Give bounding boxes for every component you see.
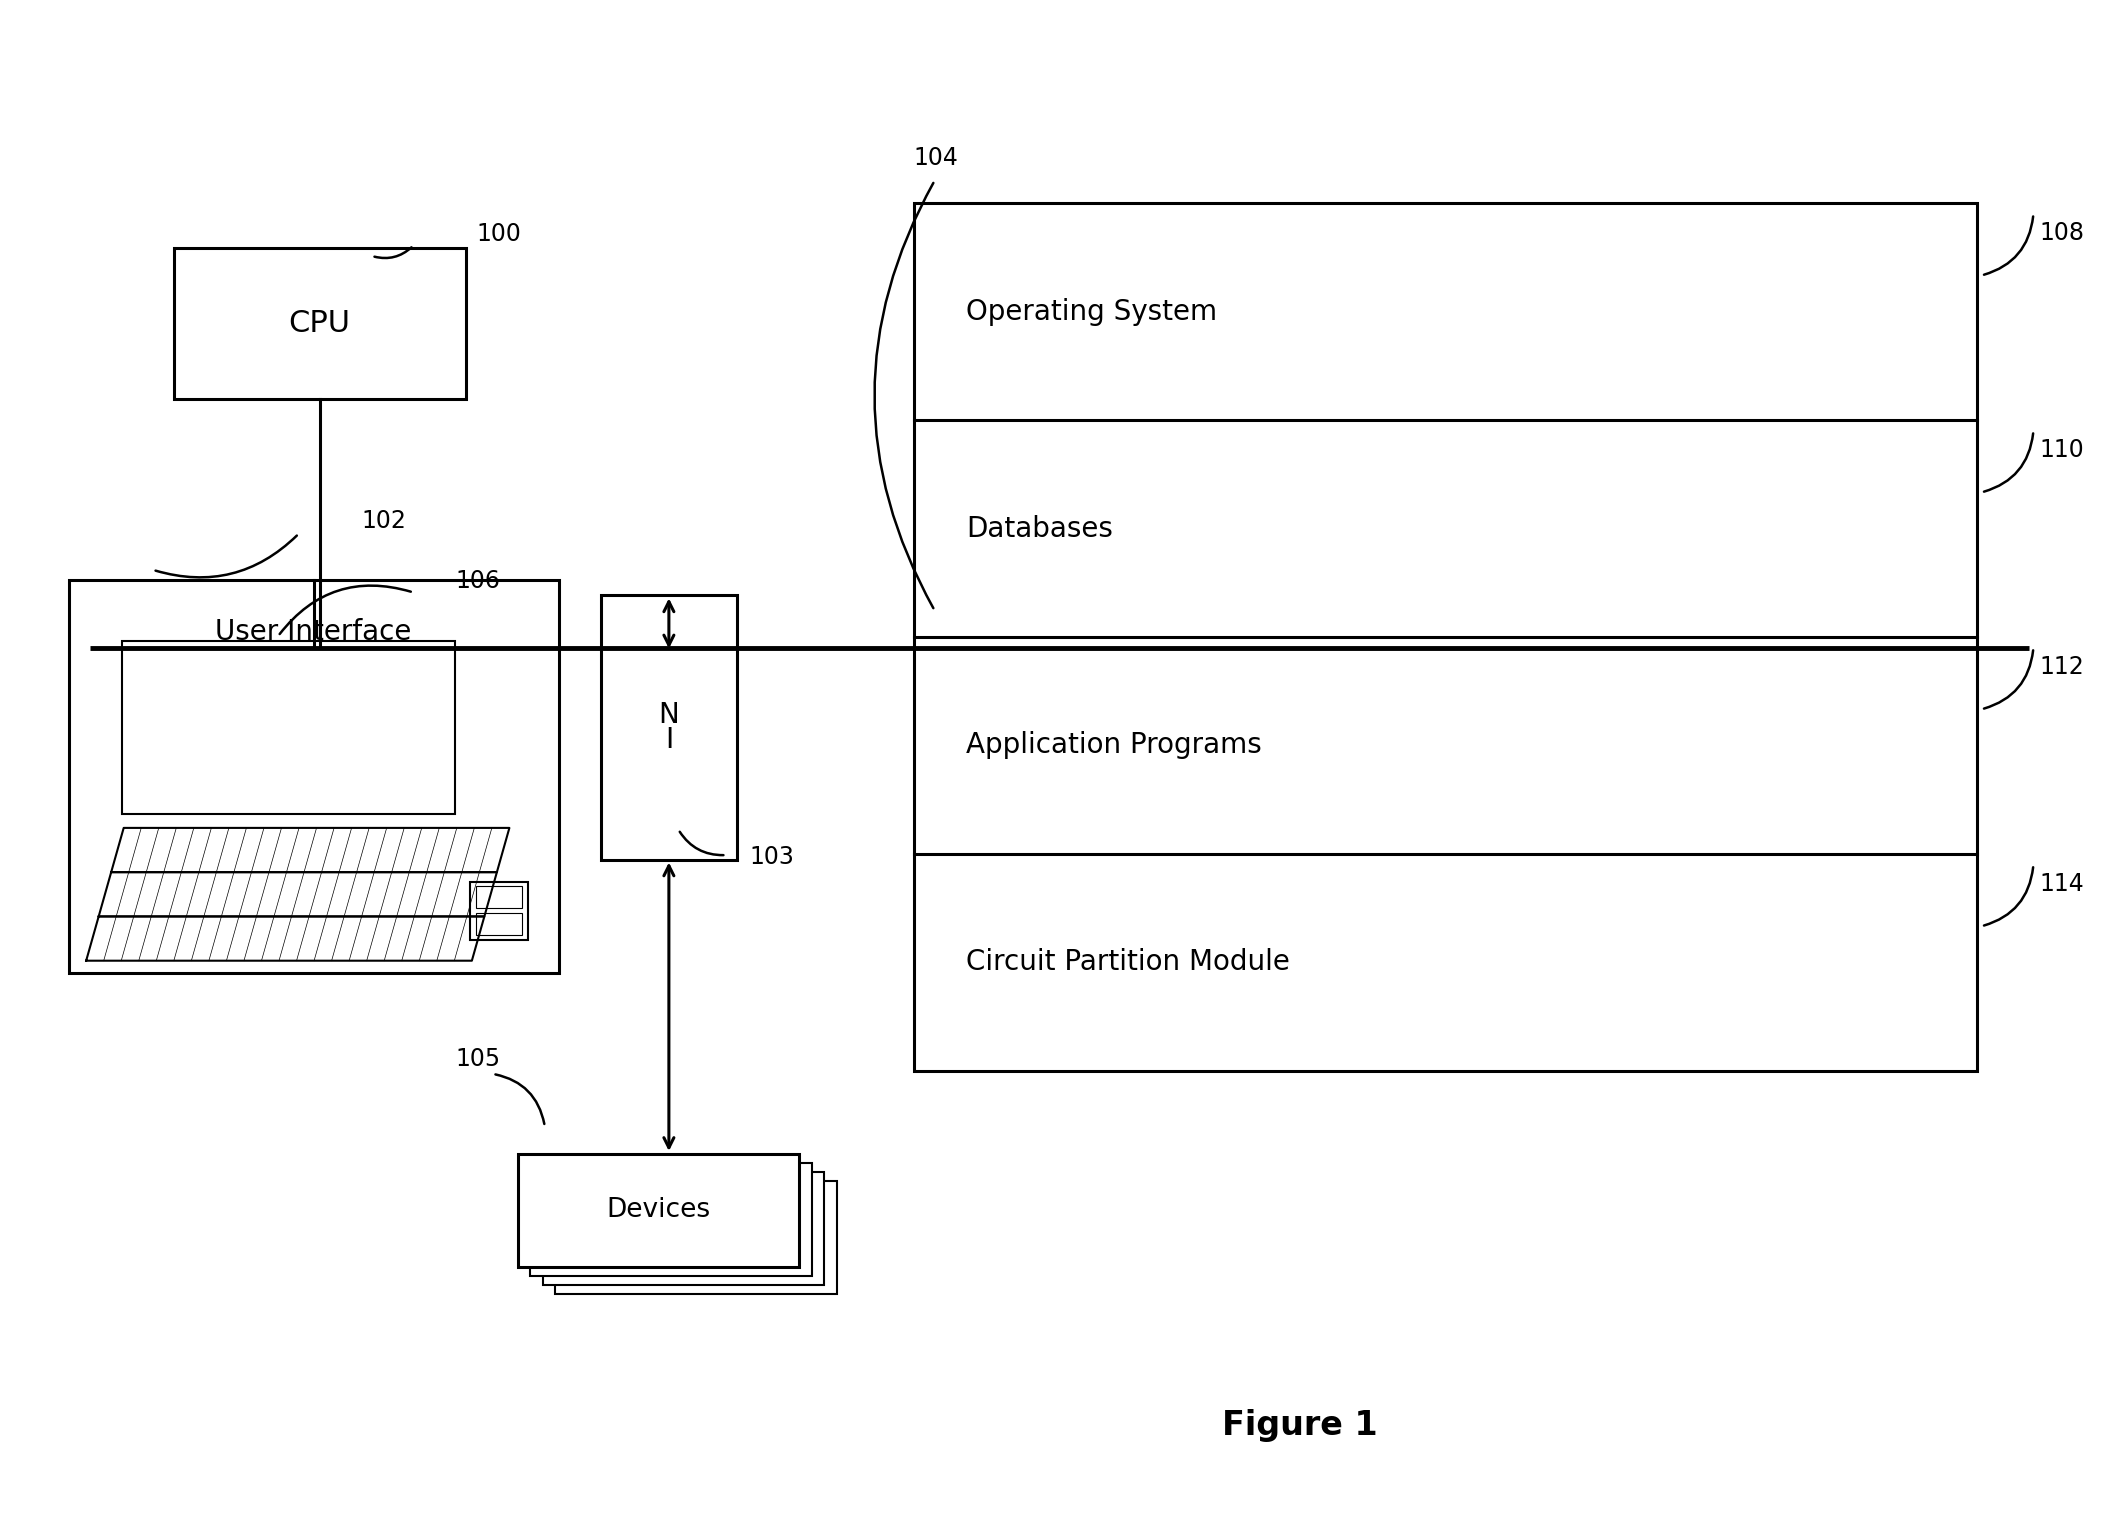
Bar <box>69 580 559 973</box>
Bar <box>601 595 736 859</box>
Bar <box>915 203 1977 1071</box>
Text: Operating System: Operating System <box>965 297 1218 326</box>
Bar <box>543 1173 824 1285</box>
Text: 105: 105 <box>454 1048 501 1071</box>
Text: Circuit Partition Module: Circuit Partition Module <box>965 949 1289 976</box>
Text: 110: 110 <box>2040 439 2084 461</box>
Text: Databases: Databases <box>965 515 1112 542</box>
Bar <box>475 914 522 935</box>
Text: N
I: N I <box>658 701 679 754</box>
Text: Figure 1: Figure 1 <box>1222 1409 1377 1442</box>
Bar <box>517 1154 799 1267</box>
Text: 112: 112 <box>2040 655 2084 679</box>
Text: User Interface: User Interface <box>215 618 412 646</box>
Text: 103: 103 <box>749 845 795 870</box>
Text: 106: 106 <box>454 570 501 592</box>
Bar <box>175 248 465 399</box>
Text: 114: 114 <box>2040 873 2084 896</box>
Text: 104: 104 <box>915 146 959 171</box>
Bar <box>475 886 522 908</box>
Text: Devices: Devices <box>606 1197 711 1223</box>
Text: 102: 102 <box>362 509 406 533</box>
Bar <box>122 641 454 815</box>
Text: 108: 108 <box>2040 221 2084 245</box>
Text: CPU: CPU <box>288 309 351 338</box>
Bar <box>555 1180 837 1295</box>
Bar <box>530 1164 812 1276</box>
Bar <box>469 882 528 940</box>
Text: Application Programs: Application Programs <box>965 731 1262 760</box>
Text: 100: 100 <box>475 222 522 245</box>
